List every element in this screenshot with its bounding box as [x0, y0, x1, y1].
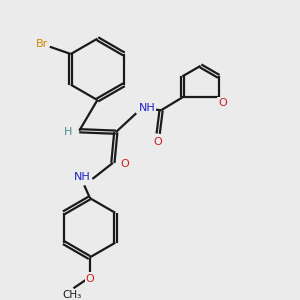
Text: O: O [153, 137, 162, 147]
Text: CH₃: CH₃ [62, 290, 82, 300]
Text: O: O [121, 159, 130, 169]
Text: O: O [85, 274, 94, 284]
Text: NH: NH [139, 103, 156, 113]
Text: H: H [64, 127, 72, 137]
Text: O: O [218, 98, 227, 108]
Text: NH: NH [74, 172, 91, 182]
Text: Br: Br [35, 39, 48, 49]
